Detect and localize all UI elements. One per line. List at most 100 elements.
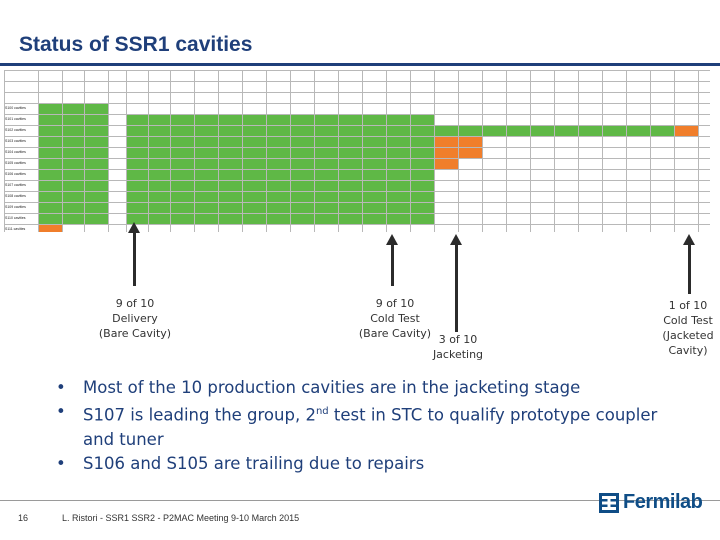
completed-cell — [410, 147, 435, 159]
completed-cell — [386, 114, 411, 126]
issue-cell — [434, 136, 459, 148]
grid-cell — [218, 224, 243, 232]
grid-cell — [362, 224, 387, 232]
grid-cell — [482, 158, 507, 170]
page-number: 16 — [18, 513, 29, 523]
grid-cell — [674, 202, 699, 214]
grid-cell — [674, 224, 699, 232]
grid-header-cell — [4, 81, 39, 93]
grid-header-cell — [4, 92, 39, 104]
completed-cell — [84, 114, 109, 126]
cavity-label-cell: S110 cavities — [4, 213, 39, 225]
completed-cell — [126, 169, 149, 181]
grid-cell — [698, 114, 710, 126]
completed-cell — [218, 180, 243, 192]
grid-cell — [602, 180, 627, 192]
grid-cell — [108, 224, 127, 232]
completed-cell — [266, 114, 291, 126]
grid-header-row — [4, 81, 710, 93]
cavity-label-cell: S107 cavities — [4, 180, 39, 192]
grid-cell — [148, 103, 171, 115]
grid-header-cell — [218, 92, 243, 104]
completed-cell — [84, 125, 109, 137]
completed-cell — [410, 125, 435, 137]
grid-header-cell — [38, 81, 63, 93]
grid-header-cell — [62, 81, 85, 93]
grid-header-row — [4, 70, 710, 82]
completed-cell — [266, 158, 291, 170]
grid-header-cell — [108, 92, 127, 104]
completed-cell — [314, 202, 339, 214]
completed-cell — [338, 125, 363, 137]
grid-cell — [650, 213, 675, 225]
cavity-label-cell: S102 cavities — [4, 125, 39, 137]
grid-cell — [530, 147, 555, 159]
issue-cell — [458, 136, 483, 148]
grid-cell — [108, 191, 127, 203]
grid-cell — [626, 169, 651, 181]
grid-cell — [434, 103, 459, 115]
completed-cell — [314, 191, 339, 203]
grid-cell — [674, 103, 699, 115]
grid-header-cell — [506, 81, 531, 93]
grid-header-cell — [126, 70, 149, 82]
grid-cell — [674, 114, 699, 126]
completed-cell — [194, 147, 219, 159]
grid-cell — [126, 103, 149, 115]
completed-cell — [148, 169, 171, 181]
completed-cell — [62, 169, 85, 181]
completed-cell — [148, 191, 171, 203]
grid-cell — [602, 202, 627, 214]
grid-header-cell — [194, 81, 219, 93]
completed-cell — [410, 191, 435, 203]
grid-cell — [554, 202, 579, 214]
grid-header-cell — [170, 81, 195, 93]
grid-cell — [410, 103, 435, 115]
grid-cell — [530, 114, 555, 126]
grid-cell — [578, 191, 603, 203]
grid-cell — [698, 103, 710, 115]
completed-cell — [386, 202, 411, 214]
completed-cell — [38, 169, 63, 181]
grid-row: S111 cavities — [4, 224, 710, 232]
completed-cell — [148, 202, 171, 214]
completed-cell — [218, 213, 243, 225]
completed-cell — [38, 147, 63, 159]
grid-cell — [602, 158, 627, 170]
completed-cell — [62, 103, 85, 115]
completed-cell — [434, 125, 459, 137]
grid-cell — [578, 213, 603, 225]
grid-header-cell — [290, 92, 315, 104]
grid-header-cell — [314, 81, 339, 93]
grid-cell — [626, 103, 651, 115]
grid-header-cell — [84, 92, 109, 104]
grid-cell — [170, 103, 195, 115]
grid-cell — [434, 213, 459, 225]
issue-cell — [434, 158, 459, 170]
jacketed-cold-test-arrow — [683, 234, 695, 294]
completed-cell — [84, 158, 109, 170]
bare-cold-test-arrow — [386, 234, 398, 286]
grid-header-cell — [650, 81, 675, 93]
completed-cell — [338, 191, 363, 203]
issue-cell — [434, 147, 459, 159]
completed-cell — [482, 125, 507, 137]
completed-cell — [170, 191, 195, 203]
grid-header-cell — [362, 70, 387, 82]
bullet-item: • S107 is leading the group, 2nd test in … — [56, 402, 658, 449]
completed-cell — [338, 147, 363, 159]
grid-cell — [242, 224, 267, 232]
grid-header-cell — [194, 92, 219, 104]
grid-row: S100 cavities — [4, 103, 710, 115]
completed-cell — [362, 169, 387, 181]
grid-header-cell — [148, 70, 171, 82]
completed-cell — [410, 114, 435, 126]
completed-cell — [170, 125, 195, 137]
grid-cell — [108, 202, 127, 214]
completed-cell — [410, 136, 435, 148]
grid-cell — [650, 114, 675, 126]
grid-cell — [650, 202, 675, 214]
completed-cell — [290, 158, 315, 170]
completed-cell — [62, 180, 85, 192]
grid-cell — [530, 202, 555, 214]
